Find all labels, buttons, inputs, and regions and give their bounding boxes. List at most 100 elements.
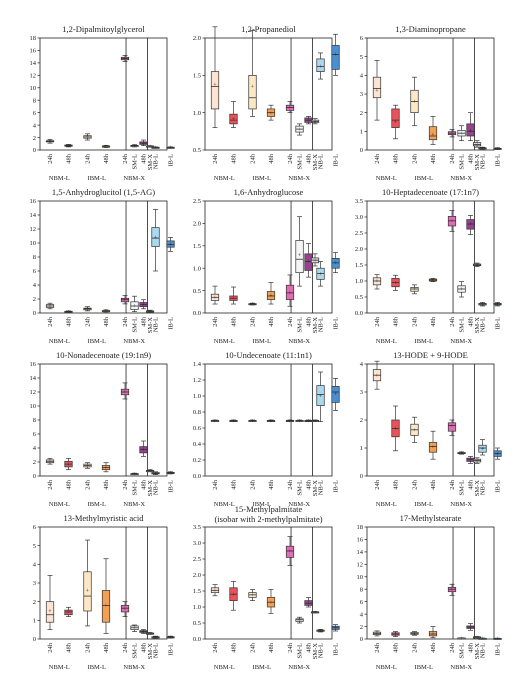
x-tick-label: SM-L — [459, 480, 466, 496]
box-mean-marker: + — [307, 118, 311, 124]
box-9: + — [316, 52, 325, 80]
box-8: + — [145, 310, 155, 316]
plot-frame — [366, 526, 495, 640]
chart-title: 1,5-Anhydroglucitol (1,5-AG) — [52, 187, 155, 197]
box-iqr — [151, 227, 160, 247]
box-mean-marker: + — [450, 131, 454, 137]
box-10: + — [166, 471, 175, 477]
chart-title: 10-Undecenoate (11:1n1) — [225, 350, 312, 360]
box-mean-marker: + — [169, 635, 173, 641]
x-tick-label: 48h — [393, 316, 400, 327]
y-tick-label: 0.6 — [193, 425, 202, 432]
x-tick-label: 48h — [141, 479, 148, 490]
x-tick-label: 24h — [449, 642, 456, 653]
box-mean-marker: + — [142, 141, 146, 147]
chart-panel: 15-Methylpalmitate(isobar with 2-methylp… — [193, 504, 340, 671]
x-tick-label: SM-X — [474, 154, 481, 171]
y-tick-label: 2 — [33, 599, 36, 606]
box-5: + — [120, 601, 130, 617]
group-label: IBM-L — [415, 175, 433, 182]
box-6: + — [466, 112, 475, 142]
box-3: + — [410, 76, 419, 127]
box-mean-marker: + — [232, 592, 236, 598]
group-label: NBM-X — [288, 175, 310, 182]
x-tick-label: SM-X — [147, 480, 154, 497]
x-tick-label: 48h — [306, 316, 313, 327]
box-mean-marker: + — [213, 296, 217, 302]
y-tick-label: 10 — [30, 240, 37, 247]
box-iqr — [295, 240, 304, 274]
group-label: IBM-L — [88, 338, 106, 345]
y-tick-label: 1.0 — [193, 604, 201, 611]
x-tick-label: 24h — [250, 316, 257, 327]
box-mean-marker: + — [133, 472, 137, 478]
group-label: IBM-L — [253, 338, 271, 345]
box-iqr — [285, 284, 295, 300]
box-mean-marker: + — [169, 146, 173, 152]
group-label: NBM-L — [49, 338, 70, 345]
box-7: + — [295, 616, 304, 624]
y-tick-label: 8 — [33, 417, 36, 424]
y-tick-label: 0.2 — [193, 457, 201, 464]
x-tick-label: NB-L — [318, 643, 325, 658]
group-label: NBM-L — [214, 664, 235, 671]
x-tick-label: 24h — [85, 642, 92, 653]
box-mean-marker: + — [154, 146, 158, 152]
box-6: + — [304, 597, 313, 607]
box-5: + — [447, 419, 457, 436]
box-7: + — [457, 125, 466, 142]
box-7: + — [130, 144, 139, 150]
box-mean-marker: + — [213, 589, 217, 595]
y-tick-label: 14 — [30, 60, 37, 67]
x-tick-label: 24h — [374, 316, 381, 327]
box-mean-marker: + — [251, 419, 255, 425]
y-tick-label: 0 — [360, 636, 363, 643]
box-mean-marker: + — [148, 310, 152, 316]
group-label: IBM-L — [253, 175, 271, 182]
x-tick-label: 48h — [306, 153, 313, 164]
group-label: NBM-L — [376, 338, 397, 345]
box-mean-marker: + — [86, 589, 90, 595]
box-7: + — [130, 624, 139, 632]
group-label: NBM-X — [288, 501, 310, 508]
box-mean-marker: + — [67, 610, 71, 616]
box-9: + — [478, 302, 487, 308]
x-tick-label: SM-L — [132, 643, 139, 659]
box-6: + — [139, 629, 148, 636]
group-label: NBM-L — [214, 501, 235, 508]
box-8: + — [472, 140, 482, 149]
chart-title: 13-HODE + 9-HODE — [393, 350, 468, 360]
box-mean-marker: + — [319, 394, 323, 400]
x-tick-label: 24h — [412, 642, 419, 653]
y-tick-label: 1.5 — [355, 262, 363, 269]
box-2: + — [229, 581, 238, 611]
box-mean-marker: + — [288, 106, 292, 112]
x-tick-label: 24h — [449, 479, 456, 490]
chart-title: 10-Heptadecenoate (17:1n7) — [382, 187, 479, 197]
box-9: + — [316, 371, 325, 422]
box-mean-marker: + — [148, 144, 152, 150]
box-mean-marker: + — [154, 635, 158, 641]
y-tick-label: 1.2 — [193, 377, 201, 384]
y-tick-label: 0.5 — [193, 288, 201, 295]
box-4: + — [266, 104, 276, 121]
y-tick-label: 4 — [33, 562, 37, 569]
plot-frame — [204, 200, 333, 314]
plot-frame — [204, 37, 333, 151]
box-10: + — [493, 147, 502, 153]
x-tick-label: 24h — [250, 479, 257, 490]
box-iqr — [478, 444, 487, 453]
box-mean-marker: + — [375, 373, 379, 379]
x-tick-label: 48h — [268, 153, 275, 164]
group-label: IBM-L — [415, 501, 433, 508]
box-mean-marker: + — [394, 632, 398, 638]
plot-frame — [366, 200, 495, 314]
y-tick-label: 1 — [33, 618, 36, 625]
box-mean-marker: + — [469, 458, 473, 464]
x-tick-label: SM-X — [474, 480, 481, 497]
box-mean-marker: + — [269, 111, 273, 117]
box-mean-marker: + — [148, 469, 152, 475]
x-tick-label: 24h — [122, 316, 129, 327]
